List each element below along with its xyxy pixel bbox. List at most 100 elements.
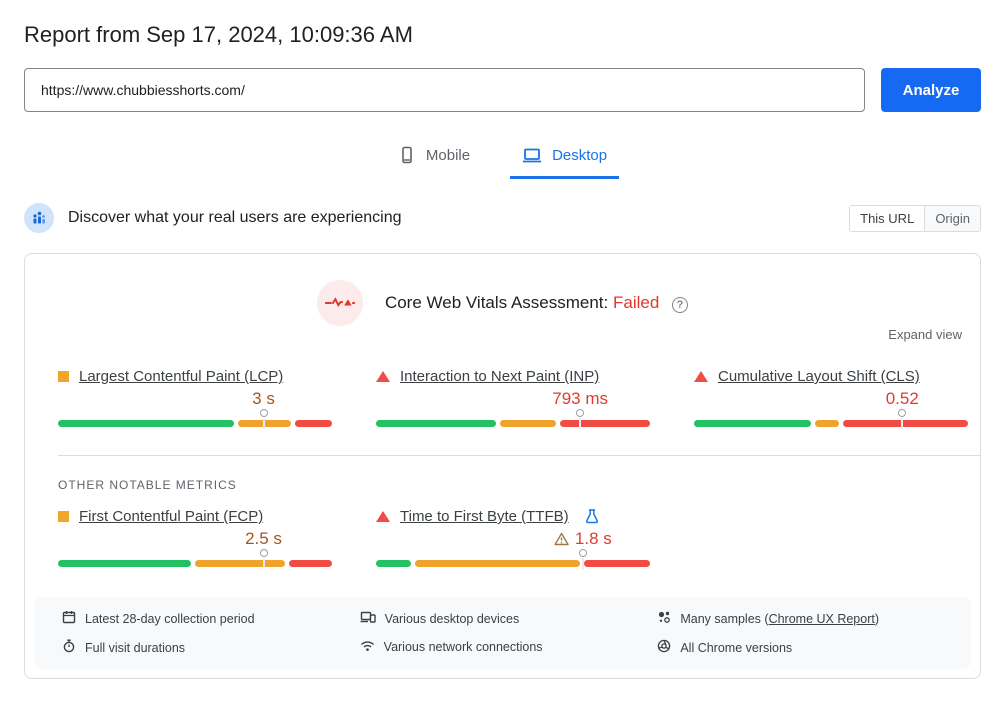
status-square-icon xyxy=(58,371,69,382)
desktop-icon xyxy=(522,146,542,164)
ttfb-gauge: 1.8 s xyxy=(376,527,650,567)
footer-column-1: Latest 28-day collection period Full vis… xyxy=(62,610,360,656)
analyze-button[interactable]: Analyze xyxy=(881,68,981,112)
segment-poor xyxy=(583,560,650,567)
cwv-failed-icon xyxy=(316,280,363,326)
report-title: Report from Sep 17, 2024, 10:09:36 AM xyxy=(24,22,413,47)
gauge-marker xyxy=(259,409,268,417)
inp-distribution-bar xyxy=(376,420,650,427)
scope-origin-button[interactable]: Origin xyxy=(925,205,980,231)
scope-toggle: This URL Origin xyxy=(849,204,981,232)
other-metrics-label: OTHER NOTABLE METRICS xyxy=(58,478,237,492)
ttfb-distribution-bar xyxy=(376,560,650,567)
chrome-icon xyxy=(657,639,671,656)
segment-needs-improvement xyxy=(414,560,580,567)
samples-text-prefix: Many samples ( xyxy=(680,611,769,626)
gauge-marker xyxy=(576,409,585,417)
metric-lcp-link[interactable]: Largest Contentful Paint (LCP) xyxy=(79,368,284,385)
crux-report-link[interactable]: Chrome UX Report xyxy=(768,611,875,626)
metric-inp-value: 793 ms xyxy=(552,389,608,408)
expand-view-row: Expand view xyxy=(25,326,980,344)
samples-icon xyxy=(657,610,671,627)
segment-needs-improvement xyxy=(195,560,286,567)
metric-inp: Interaction to Next Paint (INP) 793 ms xyxy=(376,368,650,427)
stopwatch-icon xyxy=(62,639,76,656)
gauge-marker xyxy=(898,409,907,417)
gauge-marker xyxy=(578,549,587,557)
segment-poor xyxy=(559,420,650,427)
status-square-icon xyxy=(58,511,69,522)
gauge-marker xyxy=(259,549,268,557)
segment-good xyxy=(694,420,812,427)
footer-text: Full visit durations xyxy=(85,640,186,655)
metric-fcp: First Contentful Paint (FCP) 2.5 s xyxy=(58,508,332,567)
footer-column-3: Many samples (Chrome UX Report) All Chro… xyxy=(657,610,955,656)
footer-item-desktop-devices: Various desktop devices xyxy=(360,610,658,627)
cls-gauge: 0.52 xyxy=(694,387,968,427)
device-tabs: Mobile Desktop xyxy=(24,138,981,179)
footer-item-chrome-versions: All Chrome versions xyxy=(657,639,955,656)
calendar-icon xyxy=(62,610,76,627)
metric-cls-link[interactable]: Cumulative Layout Shift (CLS) xyxy=(718,368,920,385)
tab-desktop[interactable]: Desktop xyxy=(510,138,620,179)
fcp-distribution-bar xyxy=(58,560,332,567)
fcp-gauge: 2.5 s xyxy=(58,527,332,567)
metric-fcp-link[interactable]: First Contentful Paint (FCP) xyxy=(79,508,264,525)
tab-mobile-label: Mobile xyxy=(425,146,471,164)
status-triangle-icon xyxy=(376,511,390,522)
segment-good xyxy=(376,560,411,567)
segment-good xyxy=(58,560,191,567)
url-input[interactable] xyxy=(24,68,865,112)
pagespeed-report-page: Report from Sep 17, 2024, 10:09:36 AM An… xyxy=(0,0,1003,679)
footer-item-samples: Many samples (Chrome UX Report) xyxy=(657,610,955,627)
field-data-card: Core Web Vitals Assessment: Failed ? Exp… xyxy=(24,253,981,679)
real-users-icon xyxy=(24,203,54,233)
cwv-assessment-header: Core Web Vitals Assessment: Failed ? xyxy=(25,280,980,326)
footer-text: Latest 28-day collection period xyxy=(85,611,255,626)
scope-this-url-button[interactable]: This URL xyxy=(850,205,926,231)
footer-text: All Chrome versions xyxy=(680,640,793,655)
lcp-gauge: 3 s xyxy=(58,387,332,427)
mobile-icon xyxy=(398,146,416,164)
metric-inp-link[interactable]: Interaction to Next Paint (INP) xyxy=(400,368,600,385)
help-icon[interactable]: ? xyxy=(672,297,689,313)
segment-needs-improvement xyxy=(815,420,839,427)
warning-icon xyxy=(554,532,569,546)
metric-ttfb-value: 1.8 s xyxy=(554,529,612,549)
metric-lcp-value: 3 s xyxy=(252,389,275,408)
metric-cls-value: 0.52 xyxy=(885,389,919,408)
footer-item-network-connections: Various network connections xyxy=(360,639,658,655)
devices-icon xyxy=(360,610,376,627)
expand-view-link[interactable]: Expand view xyxy=(888,327,962,342)
footer-text: Various network connections xyxy=(383,640,543,654)
metric-lcp: Largest Contentful Paint (LCP) 3 s xyxy=(58,368,332,427)
footer-item-collection-period: Latest 28-day collection period xyxy=(62,610,360,627)
segment-poor xyxy=(842,420,968,427)
metric-fcp-value: 2.5 s xyxy=(245,529,282,548)
segment-good xyxy=(376,420,496,427)
segment-needs-improvement xyxy=(499,420,556,427)
inp-gauge: 793 ms xyxy=(376,387,650,427)
other-metrics-row: First Contentful Paint (FCP) 2.5 s xyxy=(25,508,980,567)
metric-cls: Cumulative Layout Shift (CLS) 0.52 xyxy=(694,368,968,427)
samples-text-suffix: ) xyxy=(874,611,880,626)
footer-column-2: Various desktop devices Various network … xyxy=(360,610,658,656)
url-bar: Analyze xyxy=(24,68,981,112)
metric-ttfb: Time to First Byte (TTFB) xyxy=(376,508,650,567)
status-triangle-icon xyxy=(694,371,708,382)
field-data-heading: Discover what your real users are experi… xyxy=(68,209,402,226)
core-metrics-row: Largest Contentful Paint (LCP) 3 s xyxy=(25,368,980,427)
status-triangle-icon xyxy=(376,371,390,382)
lcp-distribution-bar xyxy=(58,420,332,427)
tab-desktop-label: Desktop xyxy=(552,146,608,164)
segment-poor xyxy=(294,420,332,427)
collection-info-footer: Latest 28-day collection period Full vis… xyxy=(34,597,971,669)
footer-text: Various desktop devices xyxy=(384,611,520,626)
tab-mobile[interactable]: Mobile xyxy=(386,138,482,179)
cls-distribution-bar xyxy=(694,420,968,427)
footer-item-visit-durations: Full visit durations xyxy=(62,639,360,656)
cwv-assessment-label: Core Web Vitals Assessment: xyxy=(384,293,609,312)
segment-poor xyxy=(289,560,332,567)
field-data-header: Discover what your real users are experi… xyxy=(24,203,981,233)
metric-ttfb-link[interactable]: Time to First Byte (TTFB) xyxy=(400,508,569,525)
